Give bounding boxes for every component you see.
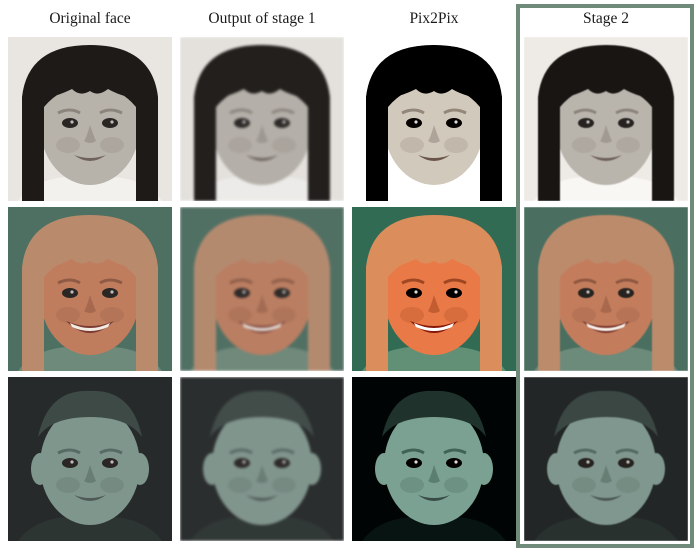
- face-image-toddler-girl-dark-bangs-3: [524, 37, 688, 201]
- face-image-young-boy-short-hair-1: [180, 377, 344, 541]
- face-image-young-boy-short-hair-0: [8, 377, 172, 541]
- header-pix2pix: Pix2Pix: [352, 6, 516, 32]
- face-image-toddler-girl-dark-bangs-0: [8, 37, 172, 201]
- header-original-face: Original face: [8, 6, 172, 32]
- face-image-smiling-blonde-girl-0: [8, 207, 172, 371]
- face-image-toddler-girl-dark-bangs-2: [352, 37, 516, 201]
- face-image-young-boy-short-hair-2: [352, 377, 516, 541]
- face-image-smiling-blonde-girl-3: [524, 207, 688, 371]
- face-image-toddler-girl-dark-bangs-1: [180, 37, 344, 201]
- face-image-smiling-blonde-girl-2: [352, 207, 516, 371]
- header-stage-2: Stage 2: [524, 6, 688, 32]
- face-image-young-boy-short-hair-3: [524, 377, 688, 541]
- header-output-stage-1: Output of stage 1: [180, 6, 344, 32]
- face-image-smiling-blonde-girl-1: [180, 207, 344, 371]
